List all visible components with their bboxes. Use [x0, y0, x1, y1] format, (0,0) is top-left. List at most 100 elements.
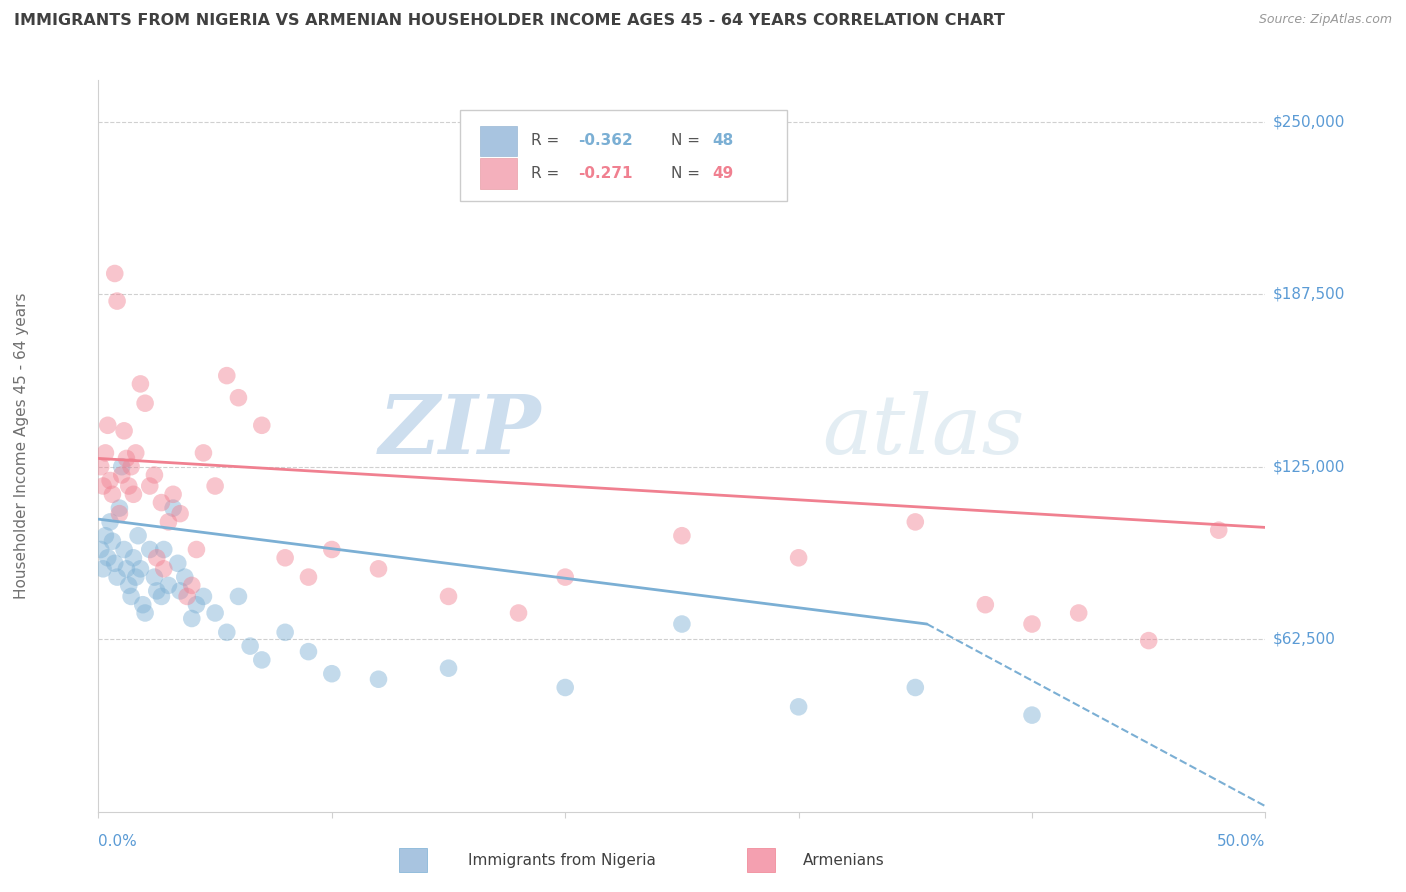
- Point: [111, 467, 134, 482]
- Point: [105, 570, 128, 584]
- Point: [118, 479, 141, 493]
- Text: $187,500: $187,500: [1272, 286, 1344, 301]
- Text: ZIP: ZIP: [380, 392, 541, 471]
- Point: [134, 606, 156, 620]
- Point: [274, 550, 297, 565]
- Point: [228, 590, 250, 604]
- Text: 0.0%: 0.0%: [98, 834, 138, 849]
- Point: [173, 570, 195, 584]
- Point: [297, 570, 319, 584]
- Point: [132, 598, 155, 612]
- Point: [118, 578, 141, 592]
- Point: [321, 542, 343, 557]
- Point: [321, 666, 343, 681]
- Point: [904, 681, 927, 695]
- Point: [94, 529, 117, 543]
- Text: N =: N =: [672, 134, 706, 148]
- Point: [554, 681, 576, 695]
- Point: [120, 590, 142, 604]
- Point: [186, 598, 208, 612]
- Point: [152, 542, 174, 557]
- Point: [115, 562, 138, 576]
- Point: [787, 550, 810, 565]
- Point: [112, 542, 135, 557]
- Text: IMMIGRANTS FROM NIGERIA VS ARMENIAN HOUSEHOLDER INCOME AGES 45 - 64 YEARS CORREL: IMMIGRANTS FROM NIGERIA VS ARMENIAN HOUS…: [14, 13, 1005, 29]
- Point: [139, 542, 162, 557]
- Point: [1067, 606, 1090, 620]
- Point: [97, 550, 120, 565]
- Point: [1021, 617, 1043, 632]
- Point: [250, 653, 273, 667]
- Point: [1021, 708, 1043, 723]
- Text: 48: 48: [713, 134, 734, 148]
- Point: [90, 542, 112, 557]
- Point: [671, 617, 693, 632]
- Point: [152, 562, 174, 576]
- Point: [180, 578, 202, 592]
- Point: [120, 459, 142, 474]
- Point: [146, 550, 169, 565]
- Point: [129, 376, 152, 391]
- Point: [122, 550, 145, 565]
- Point: [104, 557, 127, 571]
- Point: [143, 467, 166, 482]
- Point: [108, 507, 131, 521]
- Point: [125, 446, 148, 460]
- Point: [101, 534, 124, 549]
- Point: [437, 661, 460, 675]
- Point: [204, 606, 226, 620]
- Point: [98, 515, 121, 529]
- Point: [186, 542, 208, 557]
- Point: [150, 495, 173, 509]
- Point: [367, 562, 389, 576]
- Point: [98, 474, 121, 488]
- Text: Source: ZipAtlas.com: Source: ZipAtlas.com: [1258, 13, 1392, 27]
- Text: Armenians: Armenians: [803, 854, 884, 868]
- Point: [274, 625, 297, 640]
- Point: [143, 570, 166, 584]
- Text: 50.0%: 50.0%: [1218, 834, 1265, 849]
- Point: [193, 590, 215, 604]
- Point: [111, 459, 134, 474]
- Point: [787, 699, 810, 714]
- Text: $62,500: $62,500: [1272, 632, 1336, 647]
- Text: R =: R =: [531, 134, 564, 148]
- Point: [169, 507, 191, 521]
- Point: [157, 578, 180, 592]
- Point: [162, 487, 184, 501]
- Text: R =: R =: [531, 166, 564, 181]
- Point: [554, 570, 576, 584]
- Bar: [479, 158, 517, 188]
- Point: [101, 487, 124, 501]
- Point: [180, 611, 202, 625]
- Point: [239, 639, 262, 653]
- Text: $125,000: $125,000: [1272, 459, 1344, 475]
- Point: [94, 446, 117, 460]
- Point: [367, 672, 389, 686]
- Point: [193, 446, 215, 460]
- Point: [91, 479, 114, 493]
- Text: $250,000: $250,000: [1272, 114, 1344, 129]
- Bar: [479, 126, 517, 156]
- Point: [1137, 633, 1160, 648]
- Text: 49: 49: [713, 166, 734, 181]
- Text: Immigrants from Nigeria: Immigrants from Nigeria: [468, 854, 657, 868]
- Point: [250, 418, 273, 433]
- Point: [215, 625, 238, 640]
- Point: [97, 418, 120, 433]
- Point: [134, 396, 156, 410]
- Point: [104, 267, 127, 281]
- Point: [125, 570, 148, 584]
- Point: [112, 424, 135, 438]
- Point: [90, 459, 112, 474]
- Point: [1208, 523, 1230, 537]
- Text: atlas: atlas: [823, 392, 1025, 471]
- Point: [157, 515, 180, 529]
- Point: [228, 391, 250, 405]
- Point: [127, 529, 149, 543]
- Point: [146, 583, 169, 598]
- Text: -0.362: -0.362: [578, 134, 633, 148]
- Point: [91, 562, 114, 576]
- Point: [176, 590, 198, 604]
- Point: [169, 583, 191, 598]
